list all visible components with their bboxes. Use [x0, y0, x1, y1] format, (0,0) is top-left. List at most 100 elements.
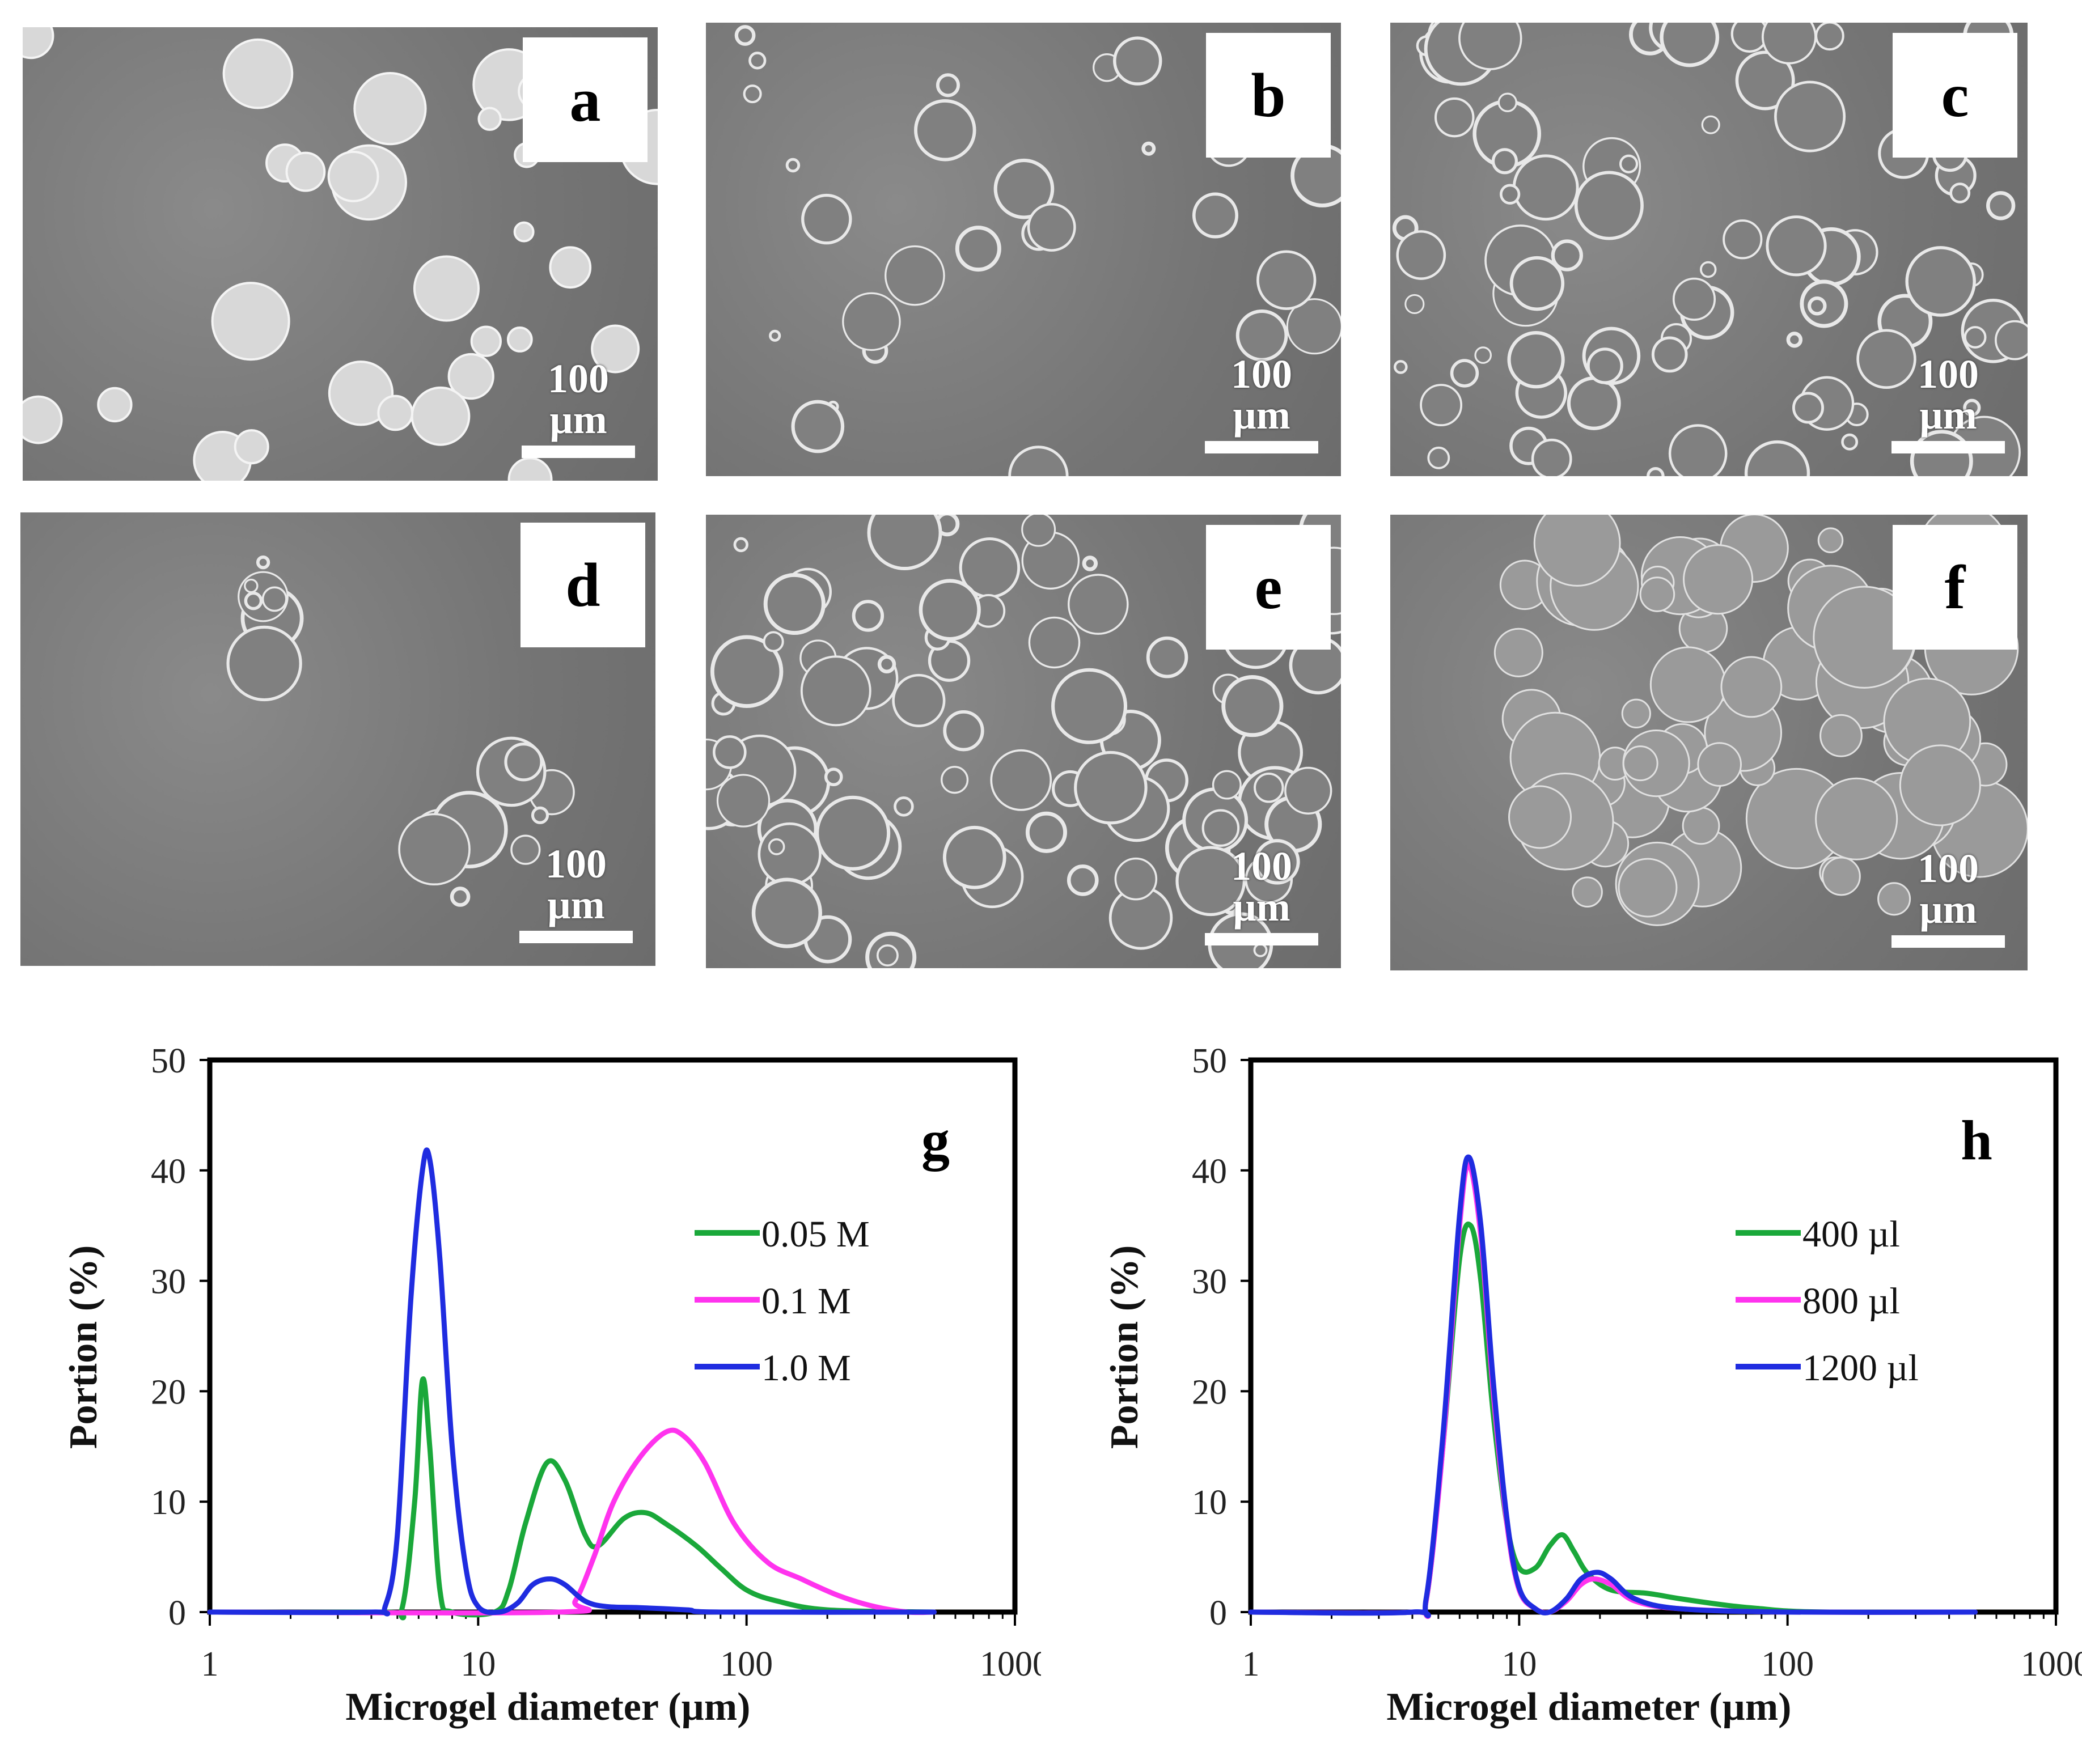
particle-circle: [1792, 392, 1824, 424]
particle-circle: [591, 324, 640, 374]
particle-circle: [377, 395, 414, 431]
particle-circle: [1899, 744, 1981, 826]
particle-circle: [800, 655, 871, 727]
particle-circle: [398, 813, 471, 886]
particles-d: [226, 555, 575, 907]
plot-frame: [1248, 1057, 2059, 1615]
particle-circle: [1256, 250, 1317, 310]
particle-circle: [1021, 515, 1056, 547]
particle-circle: [1212, 770, 1242, 800]
particle-circle: [1672, 277, 1716, 321]
particle-circle: [447, 353, 494, 400]
particle-circle: [1509, 256, 1565, 311]
particle-circle: [758, 822, 822, 887]
particle-circle: [710, 635, 784, 708]
particle-circle: [1905, 246, 1976, 317]
particle-circle: [894, 796, 914, 817]
legend-label: 800 µl: [1802, 1280, 1900, 1322]
particle-circle: [1639, 576, 1675, 612]
particle-circle: [413, 255, 480, 322]
particle-circle: [1497, 92, 1517, 112]
particle-circle: [743, 84, 762, 104]
particle-circle: [1651, 336, 1688, 373]
y-tick-label: 50: [1192, 1042, 1227, 1080]
particle-circle: [768, 838, 785, 855]
x-tick-label: 10: [460, 1645, 496, 1684]
particle-circle: [1720, 656, 1783, 718]
particle-circle: [751, 877, 822, 948]
particle-circle: [1808, 296, 1827, 316]
particle-circle: [1668, 424, 1728, 476]
particle-circle: [1082, 556, 1098, 571]
particle-circle: [1766, 215, 1827, 277]
x-axis-title: Microgel diameter (µm): [1386, 1685, 1791, 1729]
particle-circle: [716, 774, 771, 828]
particle-circle: [1404, 294, 1425, 315]
particle-circle: [507, 457, 553, 481]
micrograph-panel-a: a 100 µm: [23, 27, 658, 481]
particle-circle: [990, 749, 1052, 811]
x-tick-label: 100: [1761, 1645, 1814, 1684]
particle-circle: [885, 245, 945, 306]
particle-circle: [411, 386, 471, 446]
series-line: [1248, 1154, 1978, 1618]
particle-circle: [1647, 467, 1665, 476]
y-tick-label: 20: [1192, 1373, 1227, 1411]
scale-bar-e: 100 µm: [1205, 846, 1318, 945]
y-tick-label: 40: [151, 1152, 186, 1191]
particle-circle: [942, 825, 1006, 889]
particle-circle: [1491, 148, 1518, 175]
series-line: [207, 1427, 937, 1615]
panel-label-b: b: [1206, 33, 1331, 158]
particle-circle: [531, 806, 549, 824]
particle-circle: [1175, 846, 1246, 917]
particle-circle: [769, 329, 781, 342]
scale-bar-c: 100 µm: [1891, 354, 2005, 453]
particle-circle: [1028, 616, 1081, 669]
particle-circle: [824, 767, 843, 787]
particle-circle: [1735, 50, 1795, 111]
particle-circle: [1499, 184, 1521, 205]
scale-text-c: 100 µm: [1918, 351, 1979, 438]
particle-circle: [1146, 636, 1188, 679]
particle-circle: [914, 99, 976, 162]
y-tick-label: 10: [1192, 1483, 1227, 1522]
particle-circle: [1458, 23, 1522, 70]
particle-circle: [1221, 675, 1284, 737]
particle-circle: [1723, 219, 1763, 260]
micrograph-panel-b: b 100 µm: [706, 23, 1341, 476]
particle-circle: [1744, 440, 1810, 476]
particle-circle: [1574, 171, 1644, 240]
particle-circle: [1394, 360, 1408, 374]
particle-circle: [1963, 326, 1987, 349]
scale-line-d: [519, 931, 633, 943]
series-line: [207, 1147, 937, 1617]
particles-b: [734, 25, 1341, 476]
y-axis-title: Portion (%): [1103, 1245, 1146, 1449]
particle-circle: [1450, 359, 1479, 388]
particle-circle: [1700, 261, 1717, 278]
particle-circle: [1254, 772, 1284, 803]
particle-circle: [1254, 839, 1300, 885]
particle-circle: [506, 326, 533, 353]
particle-circle: [1821, 856, 1861, 896]
scale-line-a: [522, 446, 635, 458]
series-line: [207, 1376, 937, 1621]
chart-panel-label: h: [1961, 1109, 1992, 1172]
particle-circle: [785, 158, 801, 173]
y-tick-label: 30: [151, 1263, 186, 1301]
particle-circle: [1963, 398, 1981, 417]
particle-circle: [1819, 714, 1863, 757]
x-axis-title: Microgel diameter (µm): [345, 1685, 750, 1729]
particle-circle: [1508, 785, 1572, 849]
scale-text-e: 100 µm: [1231, 843, 1292, 930]
particle-circle: [955, 226, 1001, 272]
y-tick-label: 50: [151, 1042, 186, 1080]
particle-circle: [801, 193, 852, 245]
particle-circle: [256, 555, 270, 570]
scale-bar-d: 100 µm: [519, 843, 633, 943]
particle-circle: [892, 673, 946, 727]
particle-circle: [1114, 857, 1158, 901]
particle-circle: [222, 38, 294, 109]
particle-circle: [1253, 943, 1268, 957]
